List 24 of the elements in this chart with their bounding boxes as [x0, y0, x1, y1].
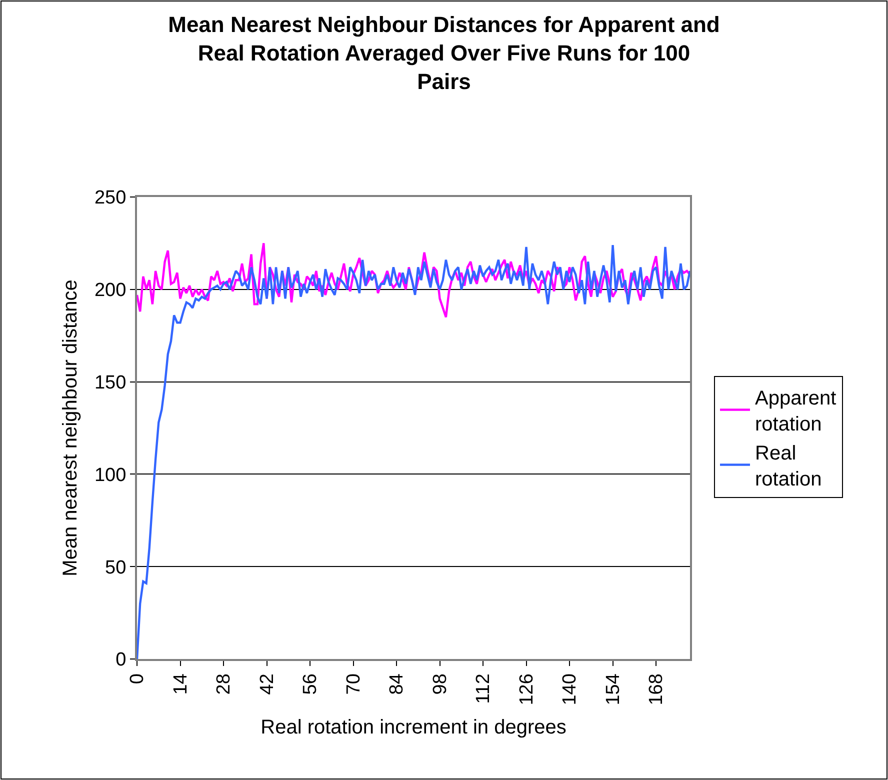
x-tick-label: 98	[430, 674, 451, 695]
y-tick-label: 200	[94, 280, 126, 302]
x-tick-label: 126	[516, 674, 538, 706]
x-tick-label: 154	[602, 673, 624, 706]
x-tick-label: 0	[127, 674, 148, 684]
x-tick-label: 56	[300, 674, 322, 695]
legend-label: Apparent rotation	[755, 388, 837, 436]
y-tick-label: 150	[94, 372, 126, 394]
y-tick-label: 250	[94, 188, 126, 209]
y-tick-label: 0	[116, 650, 126, 671]
y-axis-title: Mean nearest neighbour distance	[59, 280, 82, 576]
x-tick-label: 28	[214, 674, 235, 695]
x-tick-label: 70	[343, 674, 364, 695]
x-tick-label: 42	[256, 674, 278, 695]
y-tick-label: 100	[94, 464, 126, 486]
chart-title: Mean Nearest Neighbour Distances for Apparent and Real Rotation Averaged Over Five Runs for 100 Pairs	[168, 12, 720, 94]
x-tick-label: 168	[646, 674, 668, 706]
x-tick-label: 112	[473, 674, 494, 704]
y-tick-label: 50	[105, 557, 126, 578]
x-tick-label: 84	[386, 673, 408, 695]
legend-label: Real rotation	[755, 442, 822, 491]
x-tick-label: 14	[170, 673, 192, 695]
x-tick-label: 140	[560, 674, 581, 706]
x-axis-title: Real rotation increment in degrees	[260, 716, 566, 738]
